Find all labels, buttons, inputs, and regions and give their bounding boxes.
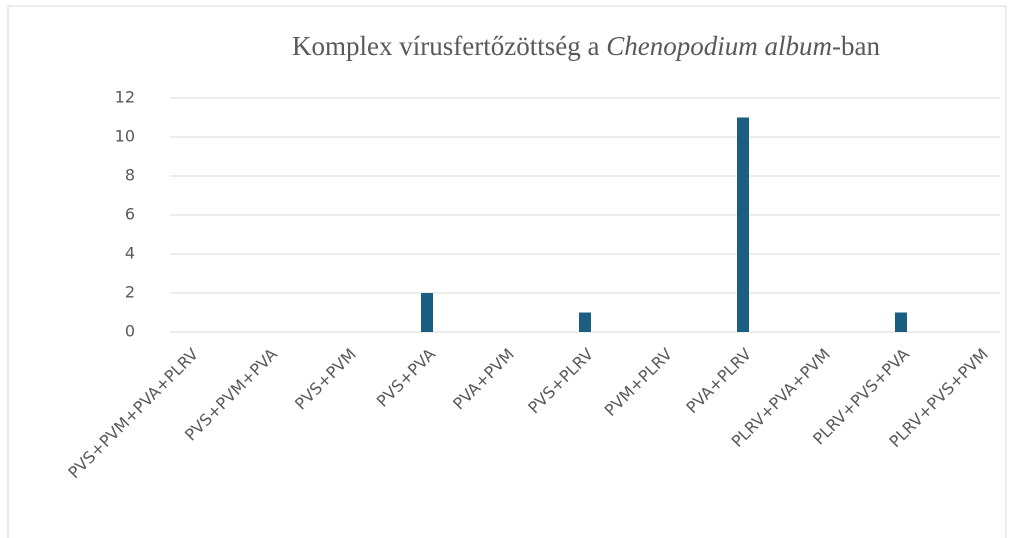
x-tick-label: PVS+PVA (373, 345, 439, 411)
y-tick-label: 8 (125, 166, 135, 185)
bar (579, 312, 591, 332)
y-tick-label: 12 (115, 88, 135, 107)
y-tick-label: 2 (125, 283, 135, 302)
x-tick-label: PVA+PVM (449, 345, 518, 414)
x-tick-label: PVS+PVM (291, 345, 360, 414)
x-tick-label: PVM+PLRV (601, 345, 676, 420)
y-tick-label: 0 (125, 322, 135, 341)
y-tick-label: 6 (125, 205, 135, 224)
x-tick-label: PVA+PLRV (682, 345, 755, 418)
chart-title: Komplex vírusfertőzöttség a Chenopodium … (292, 31, 880, 61)
chart-border (7, 5, 1007, 538)
x-tick-label: PVS+PLRV (524, 345, 597, 418)
bar (895, 312, 907, 332)
title-part: Komplex vírusfertőzöttség a (292, 31, 606, 61)
title-part: -ban (832, 31, 880, 61)
bar (737, 117, 749, 332)
bar (421, 293, 433, 332)
title-part: Chenopodium album (606, 31, 832, 61)
y-tick-label: 10 (115, 127, 135, 146)
x-tick-label: PVS+PVM+PVA+PLRV (64, 345, 202, 483)
y-tick-label: 4 (125, 244, 135, 263)
